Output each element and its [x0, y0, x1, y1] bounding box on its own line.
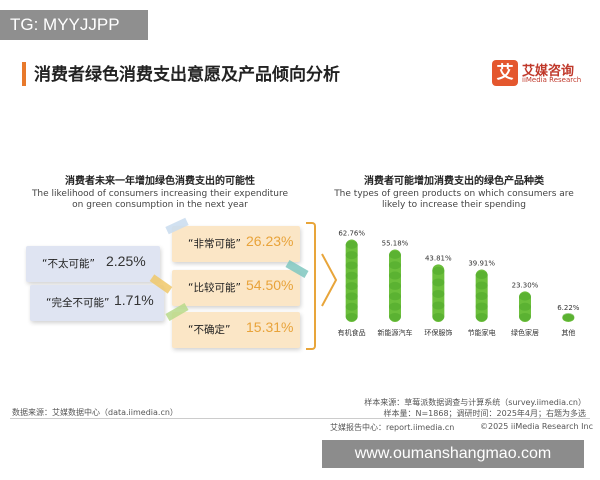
report-center: 艾媒报告中心：report.iimedia.cn — [330, 423, 455, 432]
data-source: 数据来源：艾媒数据中心（data.iimedia.cn） — [12, 408, 178, 417]
chevron-right-icon — [321, 253, 338, 307]
bar-value-label: 62.76% — [338, 230, 365, 238]
bar-chart: 62.76% 有机食品 55.18% 新能源汽车 43.81% 环保服饰 39.91% 节能家… — [338, 230, 580, 337]
bar-value-label: 6.22% — [557, 304, 580, 312]
bar-leaf-segment — [345, 271, 358, 280]
page-title: 消费者绿色消费支出意愿及产品倾向分析 — [34, 65, 340, 85]
footer-divider — [10, 418, 590, 419]
bar-3 — [475, 269, 488, 322]
bar-leaf-segment — [389, 250, 401, 259]
note-value: 15.31% — [246, 319, 294, 335]
note-label: “不确定” — [188, 324, 231, 336]
bracket-divider — [306, 222, 316, 350]
bar-leaf-segment — [432, 278, 445, 287]
bar-leaf-segment — [345, 313, 358, 321]
note-value: 2.25% — [106, 253, 146, 269]
bar-leaf-segment — [519, 313, 531, 321]
category-label: 绿色家居 — [511, 328, 539, 337]
sticky-note-uncertain: “不确定” 15.31% — [165, 303, 300, 348]
category-label: 节能家电 — [468, 328, 496, 337]
note-label: “比较可能” — [188, 282, 241, 294]
bar-leaf-segment — [475, 292, 488, 301]
bar-leaf-segment — [345, 282, 358, 291]
title-accent-bar — [22, 62, 26, 86]
chart-subtitle-1: The types of green products on which con… — [334, 189, 574, 199]
bar-leaf-segment — [389, 261, 401, 270]
chart-subtitle-2: likely to increase their spending — [382, 200, 526, 210]
bar-value-label: 23.30% — [512, 281, 539, 289]
note-label: “非常可能” — [188, 238, 241, 250]
bar-leaf-segment — [345, 251, 358, 260]
bar-rect — [345, 239, 358, 322]
sticky-note-very-likely: “非常可能” 26.23% — [165, 217, 300, 262]
bar-5 — [562, 313, 575, 322]
bar-leaf-segment — [345, 302, 358, 311]
watermark-top: TG: MYYJJPP — [0, 10, 148, 40]
bar-1 — [389, 249, 401, 322]
category-label: 新能源汽车 — [378, 328, 413, 337]
left-panel-desc-2: on green consumption in the next year — [72, 200, 248, 210]
bar-leaf-segment — [389, 281, 401, 290]
copyright: ©2025 iiMedia Research Inc — [480, 422, 593, 431]
bar-0 — [345, 239, 358, 322]
brand-logo-icon: 艾 — [492, 60, 518, 86]
bar-leaf-segment — [345, 292, 358, 301]
bar-leaf-segment — [475, 313, 488, 321]
left-panel-desc-1: The likelihood of consumers increasing t… — [31, 189, 289, 199]
bar-4 — [519, 291, 531, 322]
note-label: “完全不可能” — [46, 297, 110, 309]
bar-value-label: 39.91% — [468, 260, 495, 268]
bar-value-label: 55.18% — [382, 239, 409, 247]
bar-leaf-segment — [432, 313, 445, 321]
bar-value-label: 43.81% — [425, 254, 452, 262]
bar-leaf-segment — [475, 281, 488, 290]
sample-source: 样本来源：草莓派数据调查与计算系统（survey.iimedia.cn） — [364, 398, 586, 407]
bar-leaf-segment — [432, 289, 445, 298]
bar-2 — [432, 264, 445, 322]
bar-leaf-segment — [475, 302, 488, 311]
brand-logo-block: 艾 艾媒咨询 iiMedia Research — [492, 60, 592, 90]
bar-leaf-segment — [432, 301, 445, 310]
bar-leaf-segment — [389, 313, 401, 321]
category-label: 环保服饰 — [424, 328, 452, 337]
sticky-note-likely: “比较可能” 54.50% — [172, 260, 309, 306]
sticky-note-impossible: “完全不可能” 1.71% — [30, 274, 173, 321]
sticky-note-unlikely: “不太可能” 2.25% — [26, 246, 160, 282]
brand-name: 艾媒咨询 — [522, 64, 575, 79]
bar-leaf-segment — [519, 292, 531, 301]
note-value: 26.23% — [246, 233, 294, 249]
bar-leaf-segment — [345, 240, 358, 249]
chart-title: 消费者可能增加消费支出的绿色产品种类 — [364, 176, 544, 187]
bar-leaf-segment — [432, 266, 445, 275]
bar-leaf-segment — [389, 271, 401, 280]
bar-leaf-segment — [345, 261, 358, 270]
left-panel-title: 消费者未来一年增加绿色消费支出的可能性 — [65, 176, 255, 187]
category-label: 有机食品 — [338, 328, 366, 337]
note-label: “不太可能” — [42, 258, 95, 270]
bar-leaf-segment — [519, 302, 531, 311]
tape-decoration — [149, 274, 173, 294]
bar-leaf-segment — [475, 271, 488, 280]
watermark-bottom: www.oumanshangmao.com — [322, 440, 584, 468]
bar-leaf-segment — [562, 313, 575, 321]
bar-leaf-segment — [389, 302, 401, 311]
note-value: 1.71% — [114, 292, 154, 308]
note-value: 54.50% — [246, 277, 294, 293]
category-label: 其他 — [561, 328, 575, 337]
bar-leaf-segment — [389, 292, 401, 301]
tape-decoration — [165, 217, 189, 235]
brand-name-en: iiMedia Research — [522, 76, 582, 84]
sample-info: 样本量：N=1868；调研时间：2025年4月；右题为多选 — [383, 409, 587, 418]
